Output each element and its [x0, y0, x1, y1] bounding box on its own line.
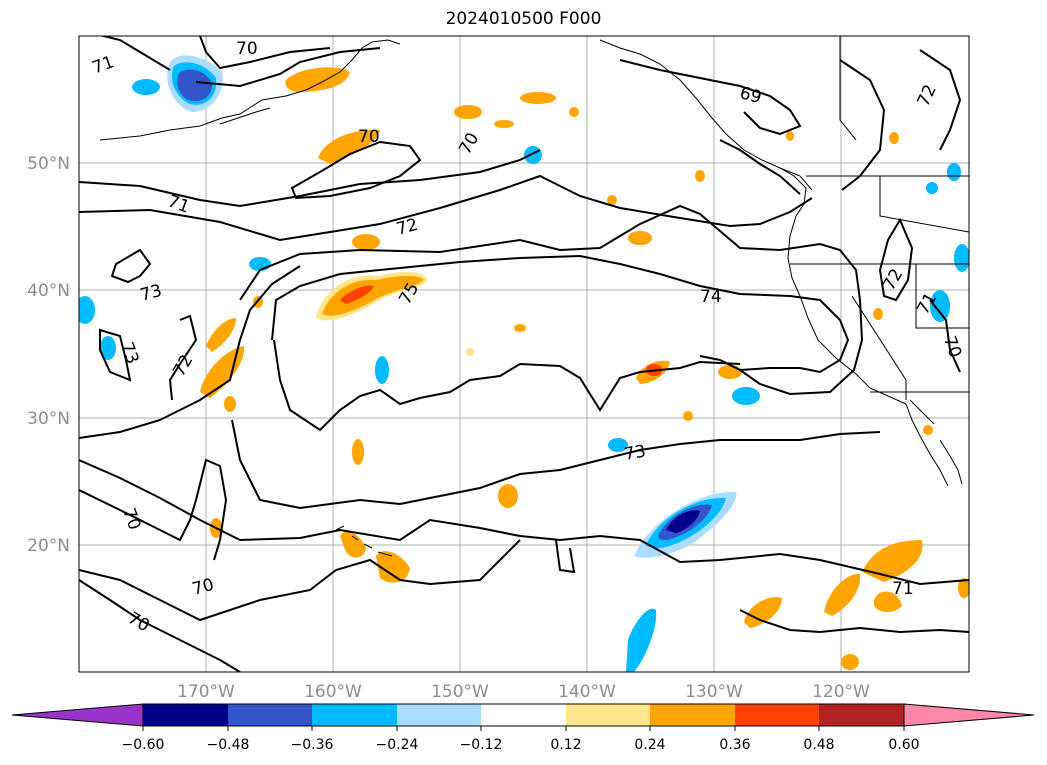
colorbar-tick-label: −0.24 [376, 737, 419, 753]
lon-label: 160°W [304, 682, 362, 702]
colorbar-tick-label: 0.24 [634, 737, 665, 753]
lon-label: 170°W [177, 682, 235, 702]
contour-label: 73 [623, 441, 648, 464]
contour-label: 70 [358, 127, 380, 147]
contour-label: 71 [892, 579, 914, 599]
contour-label: 70 [236, 39, 258, 59]
lat-label: 40°N [27, 281, 70, 301]
colorbar-tick-label: −0.12 [460, 737, 503, 753]
negative-anomaly-central-max [666, 510, 700, 533]
longitude-labels: 170°W 160°W 150°W 140°W 130°W 120°W [177, 682, 870, 702]
colorbar-segment [397, 704, 481, 726]
colorbar-segment [819, 704, 904, 726]
contour-72 [239, 204, 864, 396]
colorbar-tick-label: 0.12 [550, 737, 581, 753]
contour-label: 74 [700, 287, 722, 307]
colorbar-segment [650, 704, 735, 726]
lat-label: 30°N [27, 409, 70, 429]
colorbar-segment [481, 704, 566, 726]
contour-69 [619, 59, 802, 136]
colorbar-tick-label: 0.36 [719, 737, 750, 753]
contour-lines [79, 36, 969, 672]
colorbar-tick-label: 0.60 [888, 737, 919, 753]
contour-74 [273, 339, 741, 432]
colorbar-tick-label: −0.36 [291, 737, 334, 753]
latitude-labels: 50°N 40°N 30°N 20°N [27, 154, 70, 556]
colorbar-tick-label: −0.48 [207, 737, 250, 753]
lon-label: 150°W [431, 682, 489, 702]
lon-label: 140°W [558, 682, 616, 702]
colorbar-tick-label: −0.60 [122, 737, 165, 753]
shaded-anomalies [79, 55, 969, 672]
colorbar-tick-label: 0.48 [803, 737, 834, 753]
colorbar-extend-left [11, 703, 144, 727]
lat-label: 20°N [27, 536, 70, 556]
contour-73 [79, 265, 301, 439]
map-frame [78, 35, 970, 673]
map-plot-area: 71 70 71 70 72 73 73 72 75 74 69 70 72 7… [79, 36, 969, 672]
colorbar-segment [228, 704, 312, 726]
coastlines [99, 36, 969, 557]
colorbar-segment [566, 704, 650, 726]
map-title: 2024010500 F000 [445, 9, 602, 29]
positive-anomaly-north [285, 67, 350, 92]
colorbar-extend-right [903, 703, 1035, 727]
negative-anomaly-south [626, 608, 657, 672]
colorbar-segment [312, 704, 397, 726]
colorbar: −0.60 −0.48 −0.36 −0.24 −0.12 0.12 0.24 … [11, 703, 1035, 753]
contour-70-north [99, 36, 171, 71]
gridlines [79, 36, 969, 672]
lon-label: 130°W [685, 682, 743, 702]
colorbar-segment [735, 704, 819, 726]
lon-label: 120°W [812, 682, 870, 702]
negative-anomaly-northwest-core [177, 69, 212, 102]
lat-label: 50°N [27, 154, 70, 174]
colorbar-segment [143, 704, 228, 726]
